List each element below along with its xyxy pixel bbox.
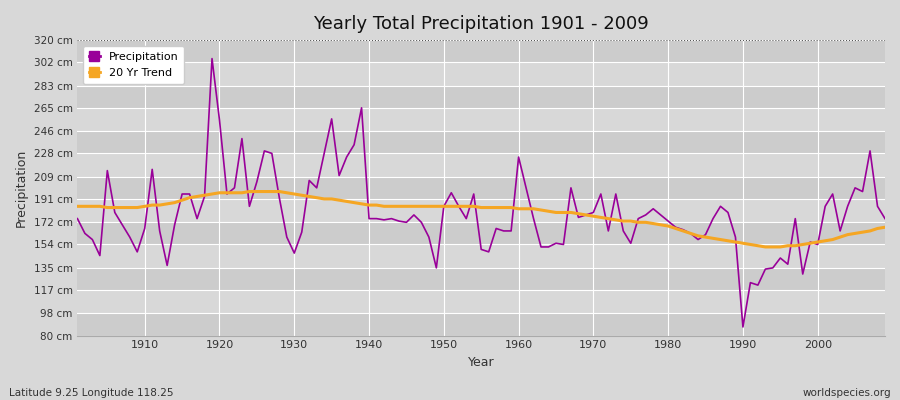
Bar	[77, 244, 885, 268]
Bar	[77, 62, 885, 86]
Y-axis label: Precipitation: Precipitation	[15, 149, 28, 227]
Bar	[77, 40, 885, 62]
Bar	[77, 108, 885, 131]
Legend: Precipitation, 20 Yr Trend: Precipitation, 20 Yr Trend	[83, 46, 184, 84]
Title: Yearly Total Precipitation 1901 - 2009: Yearly Total Precipitation 1901 - 2009	[313, 15, 649, 33]
Bar	[77, 199, 885, 222]
Bar	[77, 131, 885, 153]
Bar	[77, 268, 885, 290]
Bar	[77, 222, 885, 244]
Bar	[77, 86, 885, 108]
Bar	[77, 153, 885, 177]
Bar	[77, 290, 885, 314]
Text: Latitude 9.25 Longitude 118.25: Latitude 9.25 Longitude 118.25	[9, 388, 174, 398]
Bar	[77, 314, 885, 336]
X-axis label: Year: Year	[468, 356, 494, 369]
Text: worldspecies.org: worldspecies.org	[803, 388, 891, 398]
Bar	[77, 177, 885, 199]
